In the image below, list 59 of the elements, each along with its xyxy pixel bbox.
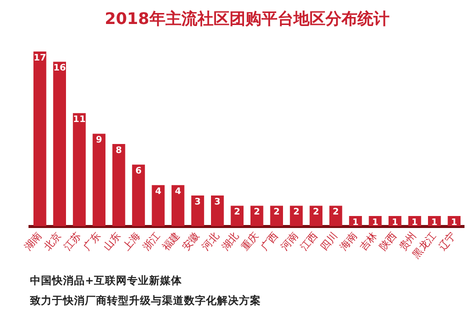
data-label: 4: [174, 187, 182, 198]
data-label: 1: [372, 218, 378, 228]
x-tick-label: 海南: [338, 230, 360, 254]
x-tick-label: 陕西: [377, 230, 400, 254]
x-tick-label: 江西: [298, 230, 320, 254]
data-label: 16: [53, 64, 66, 74]
bar: [270, 206, 284, 226]
data-label: 8: [116, 146, 122, 156]
data-label: 2: [273, 208, 280, 218]
bar: [172, 185, 184, 226]
data-label: 1: [352, 218, 359, 228]
data-label: 2: [332, 208, 339, 218]
x-tick-label: 吉林: [357, 230, 380, 254]
x-tick-label: 辽宁: [436, 230, 458, 254]
data-label: 9: [96, 136, 102, 146]
bar: [310, 206, 322, 226]
chart-title: 2018年主流社区团购平台地区分布统计: [104, 8, 390, 28]
data-label: 1: [451, 218, 458, 228]
x-tick-label: 安徽: [180, 230, 202, 254]
bar: [72, 113, 86, 226]
x-tick-label: 福建: [160, 230, 182, 254]
data-label: 11: [73, 115, 86, 126]
x-tick-label: 湖南: [22, 230, 44, 254]
x-tick-label: 山东: [101, 230, 124, 254]
x-tick-label: 湖北: [219, 230, 242, 254]
bar: [132, 164, 145, 226]
bar: [33, 51, 46, 226]
bar: [191, 195, 204, 226]
x-tick-label: 河北: [200, 230, 222, 254]
data-label: 6: [135, 166, 142, 176]
bar: [53, 62, 66, 226]
data-label: 2: [234, 208, 240, 218]
text: 致力于快消厂商转型升级与渠道数字化解决方案: [30, 294, 262, 309]
x-tick-label: 上海: [120, 230, 143, 254]
bar: [250, 206, 264, 226]
bar: [112, 144, 126, 226]
data-label: 1: [412, 218, 418, 228]
bar: [152, 185, 165, 226]
data-label: 2: [254, 208, 260, 218]
bar: [211, 195, 224, 226]
x-tick-label: 浙江: [140, 230, 163, 254]
x-tick-label: 广东: [81, 230, 104, 254]
data-label: 4: [155, 187, 162, 198]
x-tick-label: 北京: [42, 230, 64, 254]
x-tick-label: 江苏: [62, 230, 84, 254]
data-label: 17: [34, 53, 46, 64]
x-tick-label: 重庆: [239, 230, 262, 254]
data-label: 2: [293, 208, 300, 218]
data-label: 1: [431, 218, 438, 228]
x-tick-label: 广西: [258, 230, 281, 254]
data-label: 3: [214, 197, 221, 208]
data-label: 3: [194, 197, 201, 208]
text: 中国快消品+互联网专业新媒体: [30, 274, 183, 289]
data-label: 1: [392, 218, 398, 228]
x-tick-label: 四川: [318, 230, 340, 254]
x-tick-label: 河南: [278, 230, 301, 254]
bar: [92, 134, 106, 226]
data-label: 2: [312, 208, 320, 218]
bar: [230, 206, 244, 226]
